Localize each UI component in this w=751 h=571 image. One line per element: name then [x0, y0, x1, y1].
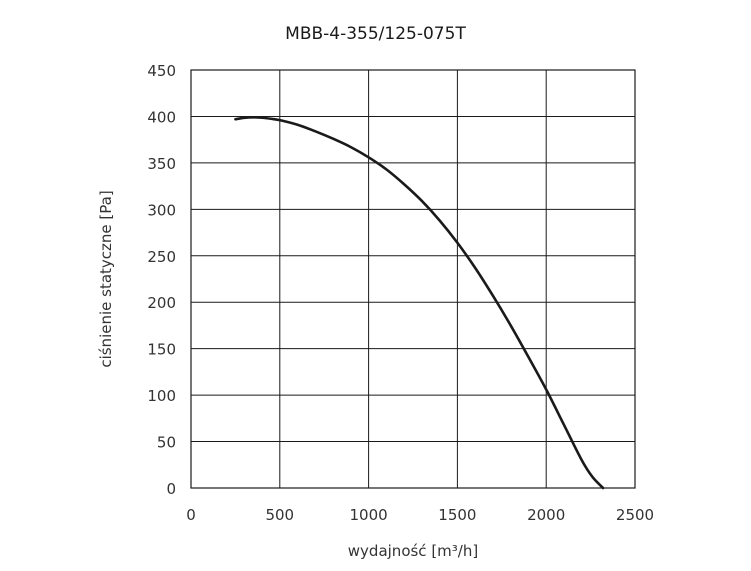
series-group [234, 116, 605, 490]
x-tick-label: 2500 [616, 506, 654, 524]
x-tick-label: 2000 [527, 506, 565, 524]
x-tick-labels: 0 500 1000 1500 2000 2500 [186, 506, 654, 524]
y-tick-labels: 0 50 100 150 200 250 300 350 400 450 [147, 62, 176, 498]
y-tick-label: 450 [147, 62, 176, 80]
x-tick-label: 0 [186, 506, 196, 524]
x-tick-label: 1000 [350, 506, 388, 524]
series-line-0 [234, 116, 605, 490]
grid [190, 69, 636, 489]
y-tick-label: 300 [147, 201, 176, 219]
y-tick-label: 150 [147, 341, 176, 359]
y-tick-label: 250 [147, 248, 176, 266]
y-tick-label: 400 [147, 108, 176, 126]
x-tick-label: 500 [265, 506, 294, 524]
y-axis-label: ciśnienie statyczne [Pa] [97, 190, 115, 367]
plot-frame [190, 69, 636, 489]
chart-title: MBB-4-355/125-075T [285, 24, 466, 44]
x-axis-label: wydajność [m³/h] [348, 542, 478, 560]
y-tick-label: 0 [166, 480, 176, 498]
y-tick-label: 50 [157, 434, 176, 452]
y-tick-label: 200 [147, 294, 176, 312]
x-tick-label: 1500 [438, 506, 476, 524]
y-tick-label: 350 [147, 155, 176, 173]
y-tick-label: 100 [147, 387, 176, 405]
